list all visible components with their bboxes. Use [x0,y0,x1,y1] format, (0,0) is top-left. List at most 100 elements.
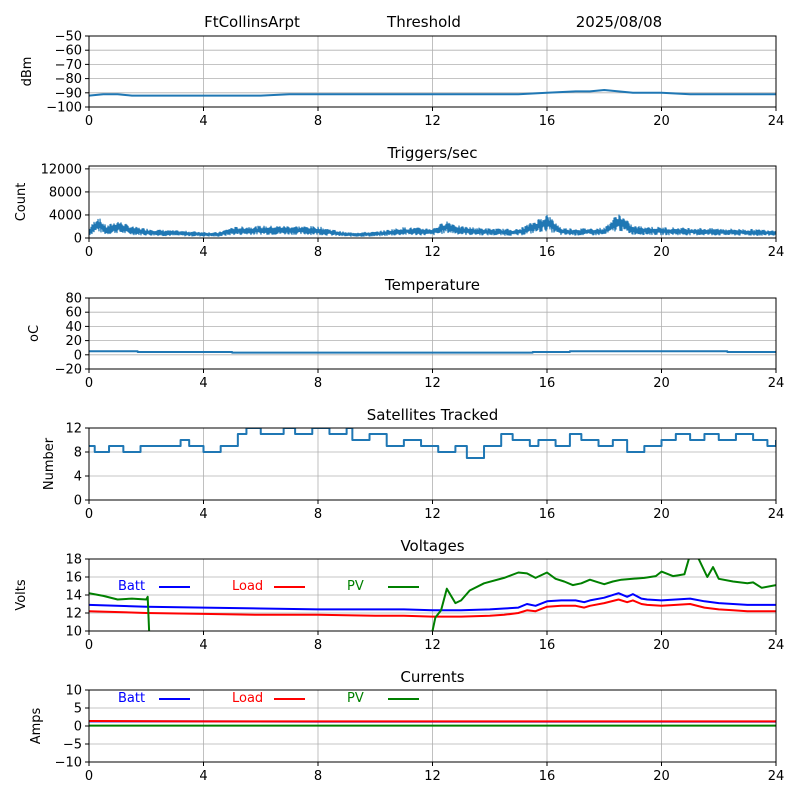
x-tick-label: 20 [653,376,670,391]
series-line [89,88,776,97]
y-tick-label: 4000 [49,208,82,223]
y-tick-label: 0 [74,348,82,363]
y-tick-label: 12000 [41,162,82,177]
x-tick-label: 12 [424,376,441,391]
y-tick-label: −80 [55,72,82,87]
x-tick-label: 4 [199,507,207,522]
panel-title: Triggers/sec [387,144,478,162]
x-tick-label: 8 [314,245,322,260]
y-tick-label: 0 [74,232,82,247]
station-title: FtCollinsArpt [204,13,300,31]
panel-signal: 0 4 8 12 16 20 24 −100−90−80−70−60−50 dBm [20,30,784,130]
series-line-load [89,598,776,618]
panel-satellites: 0 4 8 12 16 20 24 0 4 8 12 Satellites Tracked Number [42,406,784,522]
y-tick-label: 12 [65,422,82,437]
x-tick-label: 0 [85,245,93,260]
x-tick-label: 24 [768,376,785,391]
y-axis-label: Amps [29,707,44,744]
x-tick-label: 16 [539,769,556,784]
y-tick-label: −20 [55,363,82,378]
x-tick-label: 4 [199,114,207,129]
panel-title: Voltages [400,537,464,555]
x-tick-label: 0 [85,769,93,784]
y-tick-label: −100 [46,101,82,116]
mode-title: Threshold [386,13,461,31]
y-axis-label: dBm [20,57,35,87]
x-tick-label: 16 [539,245,556,260]
y-tick-label: 8 [74,446,82,461]
series-line [89,428,776,459]
y-tick-label: 60 [65,306,82,321]
x-tick-label: 12 [424,114,441,129]
y-axis-label: oC [27,325,42,342]
x-tick-label: 16 [539,376,556,391]
x-tick-label: 8 [314,376,322,391]
y-tick-label: 80 [65,292,82,307]
legend-label-pv: PV [347,579,364,594]
x-tick-label: 24 [768,245,785,260]
x-tick-label: 4 [199,769,207,784]
x-tick-label: 20 [653,638,670,653]
y-tick-label: 18 [65,553,82,568]
x-tick-label: 4 [199,376,207,391]
y-tick-label: 4 [74,470,82,485]
legend-label-load: Load [232,691,263,706]
y-tick-label: 14 [65,589,82,604]
y-tick-label: −90 [55,86,82,101]
x-tick-label: 0 [85,638,93,653]
panel-title: Currents [400,668,464,686]
x-tick-label: 24 [768,114,785,129]
x-tick-label: 8 [314,638,322,653]
date-title: 2025/08/08 [576,13,662,31]
panel-title: Satellites Tracked [367,406,498,424]
x-tick-label: 20 [653,245,670,260]
x-tick-label: 8 [314,114,322,129]
x-tick-label: 8 [314,507,322,522]
x-tick-label: 16 [539,507,556,522]
panel-currents: 0 4 8 12 16 20 24 −10 −5 0 5 10 Currents Amps Batt Load… [29,668,784,784]
y-axis-label: Count [14,183,29,222]
x-tick-label: 24 [768,638,785,653]
y-tick-label: 0 [74,720,82,735]
x-tick-label: 0 [85,376,93,391]
y-tick-label: 5 [74,702,82,717]
panel-triggers: 0 4 8 12 16 20 24 0 4000 8000 12000 Triggers/sec Cou… [14,144,784,260]
y-tick-label: 8000 [49,185,82,200]
y-axis-label: Volts [14,579,29,611]
series-line-batt [89,592,776,612]
y-tick-label: 40 [65,320,82,335]
x-tick-label: 16 [539,114,556,129]
x-tick-label: 0 [85,507,93,522]
y-tick-label: −70 [55,58,82,73]
legend-label-batt: Batt [118,579,145,594]
series-line-pv [89,592,151,631]
y-tick-label: 0 [74,494,82,509]
x-tick-label: 12 [424,638,441,653]
series-line-pv [431,559,776,631]
x-tick-label: 24 [768,769,785,784]
y-axis-label: Number [42,437,57,490]
y-tick-label: −60 [55,44,82,59]
x-tick-label: 4 [199,245,207,260]
x-tick-label: 12 [424,769,441,784]
y-tick-label: 10 [65,684,82,699]
x-tick-label: 8 [314,769,322,784]
x-tick-label: 20 [653,769,670,784]
x-tick-label: 12 [424,507,441,522]
legend-label-load: Load [232,579,263,594]
x-tick-label: 20 [653,507,670,522]
panel-title: Temperature [384,276,480,294]
y-tick-label: 20 [65,334,82,349]
legend-label-batt: Batt [118,691,145,706]
y-tick-label: 12 [65,607,82,622]
x-tick-label: 24 [768,507,785,522]
x-tick-label: 0 [85,114,93,129]
x-tick-label: 20 [653,114,670,129]
legend-label-pv: PV [347,691,364,706]
series-line [89,214,776,237]
panel-voltages: 0 4 8 12 16 20 24 10 12 14 16 18 Voltages Volts Batt Lo… [14,537,784,653]
